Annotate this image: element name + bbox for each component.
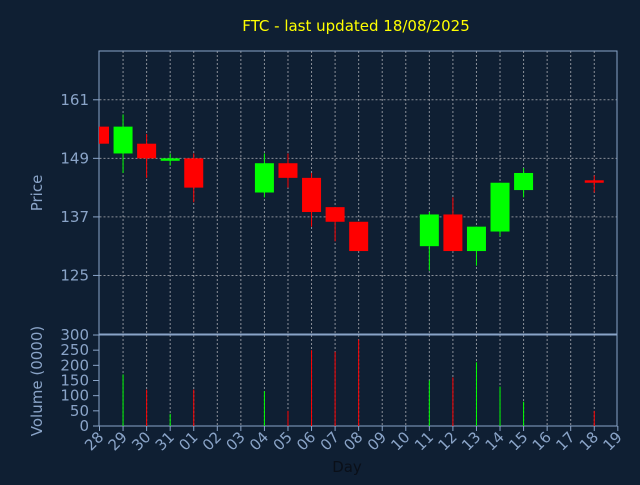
candle [254, 153, 274, 198]
chart-title: FTC - last updated 18/08/2025 [242, 17, 470, 35]
candle-body [160, 158, 180, 161]
x-tick-label: 04 [246, 428, 272, 454]
x-tick-label: 07 [317, 428, 343, 454]
x-tick-label: 16 [529, 428, 555, 454]
candle [302, 172, 322, 227]
candle [325, 207, 345, 242]
x-axis-label: Day [332, 458, 362, 476]
volume-tick-label: 200 [60, 356, 89, 374]
candle [137, 133, 157, 178]
candle-body [584, 180, 604, 183]
x-tick-label: 01 [175, 428, 201, 454]
x-tick-label: 31 [152, 428, 178, 454]
candle-body [443, 214, 463, 252]
candle-body [137, 143, 157, 159]
x-tick-label: 14 [482, 428, 508, 454]
x-tick-label: 15 [505, 428, 531, 454]
candle-body [99, 126, 109, 144]
candle-body [278, 163, 298, 178]
candle [466, 226, 486, 266]
volume-tick-label: 150 [60, 372, 89, 390]
x-tick-label: 06 [293, 428, 319, 454]
candle [160, 153, 180, 166]
x-tick-label: 09 [364, 428, 390, 454]
price-tick-label: 161 [60, 91, 89, 109]
candle-body [349, 221, 369, 252]
x-tick-label: 30 [128, 428, 154, 454]
x-axis: 2829303101020304050607080910111213141516… [81, 426, 626, 454]
volume-tick-label: 0 [79, 417, 89, 435]
candle [99, 126, 109, 144]
price-tick-label: 125 [60, 266, 89, 284]
x-tick-label: 03 [222, 428, 248, 454]
x-tick-label: 19 [599, 428, 625, 454]
volume-tick-label: 50 [70, 402, 89, 420]
x-tick-label: 17 [552, 428, 578, 454]
price-axis: 125 137 149 161 [60, 91, 99, 284]
candle [584, 175, 604, 193]
volume-tick-label: 250 [60, 341, 89, 359]
candle-body [302, 177, 322, 213]
x-tick-label: 08 [340, 428, 366, 454]
price-axis-label: Price [28, 175, 46, 212]
x-tick-label: 02 [199, 428, 225, 454]
candle [443, 197, 463, 252]
volume-axis-label: Volume (0000) [28, 326, 46, 436]
price-grid [99, 51, 617, 334]
x-tick-label: 11 [411, 428, 437, 454]
candle [349, 221, 369, 252]
price-tick-label: 149 [60, 149, 89, 167]
candle-body [490, 182, 510, 232]
x-tick-label: 18 [576, 428, 602, 454]
candle [184, 153, 204, 203]
candle-body [184, 158, 204, 188]
price-panel-frame [98, 50, 618, 335]
candle-body [514, 172, 534, 191]
candle-body [419, 214, 439, 247]
x-tick-label: 29 [105, 428, 131, 454]
candle-body [325, 207, 345, 222]
candle [490, 182, 510, 237]
volume-bars [122, 339, 595, 426]
x-tick-label: 05 [270, 428, 296, 454]
volume-tick-label: 100 [60, 387, 89, 405]
x-tick-label: 12 [434, 428, 460, 454]
candle-body [254, 163, 274, 193]
volume-panel-frame [98, 334, 618, 427]
candle [278, 153, 298, 188]
candle-body [466, 226, 486, 252]
candle [514, 168, 534, 198]
x-tick-label: 10 [387, 428, 413, 454]
candles [99, 114, 604, 271]
candle [419, 212, 439, 271]
x-tick-label: 13 [458, 428, 484, 454]
price-tick-label: 137 [60, 208, 89, 226]
volume-tick-label: 300 [60, 326, 89, 344]
candle [113, 114, 133, 173]
candle-body [113, 126, 133, 154]
